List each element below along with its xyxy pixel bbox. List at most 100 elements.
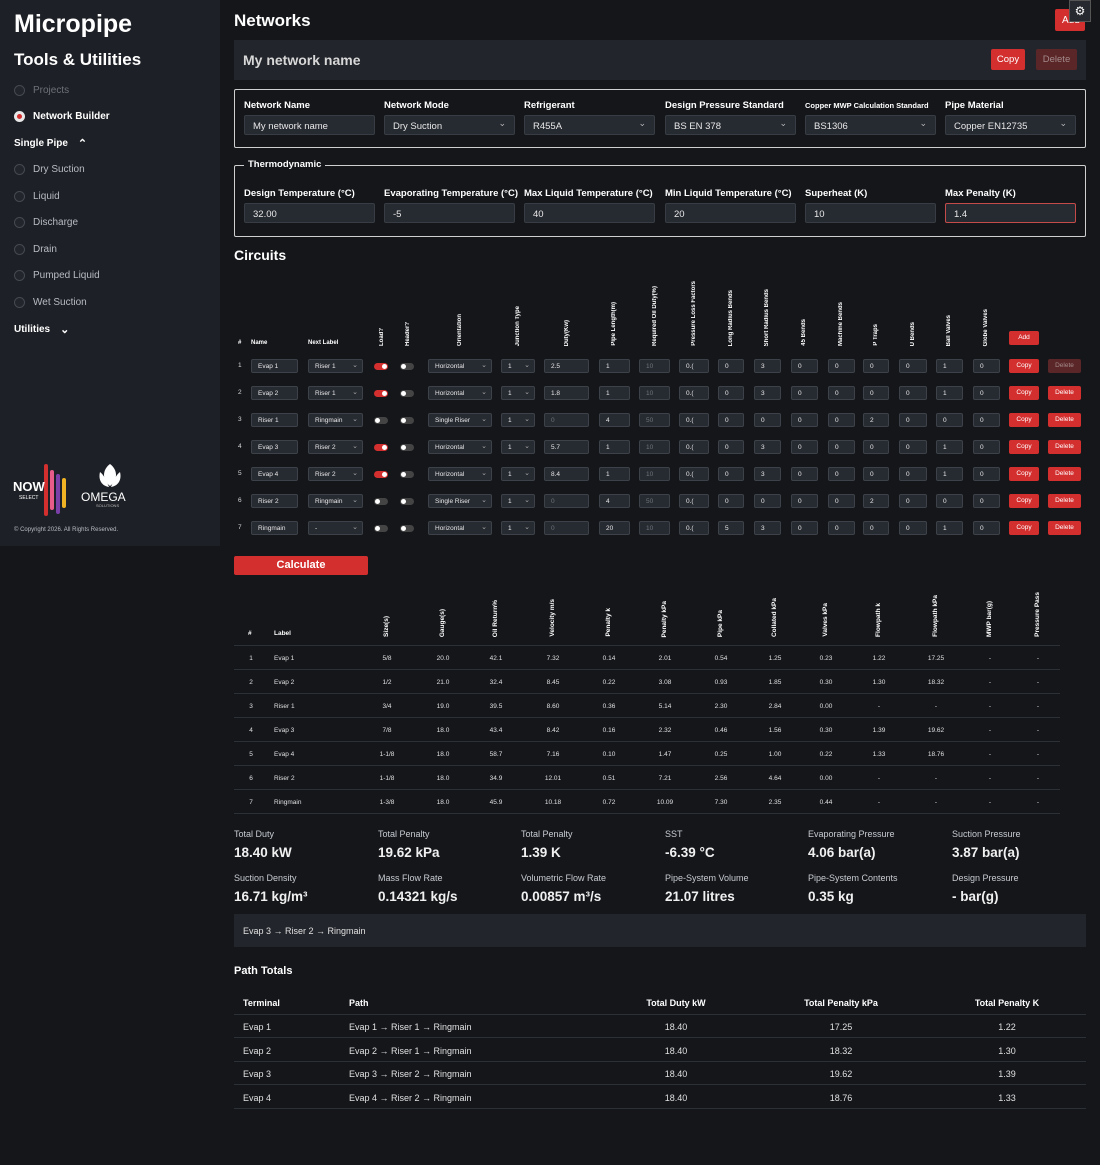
- junction-select[interactable]: 1 ⌄: [501, 467, 535, 481]
- ub-input[interactable]: 0: [899, 413, 927, 427]
- lrb-input[interactable]: 0: [718, 440, 744, 454]
- lrb-input[interactable]: 0: [718, 467, 744, 481]
- delete-circuit-button[interactable]: Delete: [1048, 413, 1081, 427]
- mb-input[interactable]: 0: [828, 359, 855, 373]
- number-input[interactable]: 32.00: [244, 203, 375, 223]
- ub-input[interactable]: 0: [899, 521, 927, 535]
- pt-input[interactable]: 0: [863, 440, 889, 454]
- oil-input[interactable]: 50: [639, 413, 670, 427]
- duty-input[interactable]: 1.8: [544, 386, 589, 400]
- text-input[interactable]: My network name: [244, 115, 375, 135]
- delete-circuit-button[interactable]: Delete: [1048, 494, 1081, 508]
- select-field[interactable]: R455A ⌄: [524, 115, 655, 135]
- calculate-button[interactable]: Calculate: [234, 556, 368, 575]
- srb-input[interactable]: 3: [754, 386, 781, 400]
- utilities-toggle[interactable]: Utilities ⌄: [14, 323, 69, 336]
- pt-input[interactable]: 0: [863, 386, 889, 400]
- sidebar-item-wet-suction[interactable]: Wet Suction: [14, 292, 87, 312]
- pt-input[interactable]: 2: [863, 413, 889, 427]
- next-label-select[interactable]: Riser 2 ⌄: [308, 467, 363, 481]
- plf-input[interactable]: 0.(: [679, 413, 709, 427]
- lrb-input[interactable]: 5: [718, 521, 744, 535]
- duty-input[interactable]: 5.7: [544, 440, 589, 454]
- number-input[interactable]: -5: [384, 203, 515, 223]
- oil-input[interactable]: 10: [639, 440, 670, 454]
- junction-select[interactable]: 1 ⌄: [501, 521, 535, 535]
- circuit-name-input[interactable]: Riser 1: [251, 413, 298, 427]
- junction-select[interactable]: 1 ⌄: [501, 413, 535, 427]
- ub-input[interactable]: 0: [899, 494, 927, 508]
- plf-input[interactable]: 0.(: [679, 440, 709, 454]
- junction-select[interactable]: 1 ⌄: [501, 359, 535, 373]
- circuit-name-input[interactable]: Evap 2: [251, 386, 298, 400]
- next-label-select[interactable]: Riser 1 ⌄: [308, 386, 363, 400]
- srb-input[interactable]: 3: [754, 521, 781, 535]
- copy-circuit-button[interactable]: Copy: [1009, 467, 1039, 481]
- mb-input[interactable]: 0: [828, 494, 855, 508]
- delete-circuit-button[interactable]: Delete: [1048, 359, 1081, 373]
- ub-input[interactable]: 0: [899, 386, 927, 400]
- b45-input[interactable]: 0: [791, 494, 818, 508]
- sidebar-item-dry-suction[interactable]: Dry Suction: [14, 159, 85, 179]
- copy-circuit-button[interactable]: Copy: [1009, 386, 1039, 400]
- bv-input[interactable]: 1: [936, 386, 963, 400]
- header-toggle[interactable]: [400, 471, 414, 478]
- load-toggle[interactable]: [374, 390, 388, 397]
- junction-select[interactable]: 1 ⌄: [501, 386, 535, 400]
- oil-input[interactable]: 10: [639, 359, 670, 373]
- mb-input[interactable]: 0: [828, 521, 855, 535]
- srb-input[interactable]: 3: [754, 359, 781, 373]
- oil-input[interactable]: 10: [639, 467, 670, 481]
- load-toggle[interactable]: [374, 471, 388, 478]
- lrb-input[interactable]: 0: [718, 413, 744, 427]
- mb-input[interactable]: 0: [828, 467, 855, 481]
- lrb-input[interactable]: 0: [718, 386, 744, 400]
- next-label-select[interactable]: Ringmain ⌄: [308, 413, 363, 427]
- select-field[interactable]: Copper EN12735 ⌄: [945, 115, 1076, 135]
- load-toggle[interactable]: [374, 525, 388, 532]
- junction-select[interactable]: 1 ⌄: [501, 440, 535, 454]
- pt-input[interactable]: 0: [863, 467, 889, 481]
- delete-circuit-button[interactable]: Delete: [1048, 521, 1081, 535]
- mb-input[interactable]: 0: [828, 440, 855, 454]
- circuit-name-input[interactable]: Riser 2: [251, 494, 298, 508]
- sidebar-item-discharge[interactable]: Discharge: [14, 212, 78, 232]
- b45-input[interactable]: 0: [791, 386, 818, 400]
- delete-circuit-button[interactable]: Delete: [1048, 386, 1081, 400]
- duty-input[interactable]: 0: [544, 521, 589, 535]
- header-toggle[interactable]: [400, 390, 414, 397]
- b45-input[interactable]: 0: [791, 440, 818, 454]
- b45-input[interactable]: 0: [791, 521, 818, 535]
- gv-input[interactable]: 0: [973, 386, 1000, 400]
- delete-circuit-button[interactable]: Delete: [1048, 467, 1081, 481]
- plf-input[interactable]: 0.(: [679, 386, 709, 400]
- orientation-select[interactable]: Horizontal ⌄: [428, 467, 492, 481]
- select-field[interactable]: Dry Suction ⌄: [384, 115, 515, 135]
- ub-input[interactable]: 0: [899, 359, 927, 373]
- orientation-select[interactable]: Horizontal ⌄: [428, 521, 492, 535]
- length-input[interactable]: 1: [599, 467, 630, 481]
- plf-input[interactable]: 0.(: [679, 359, 709, 373]
- sidebar-item-pumped-liquid[interactable]: Pumped Liquid: [14, 265, 100, 285]
- length-input[interactable]: 1: [599, 440, 630, 454]
- next-label-select[interactable]: - ⌄: [308, 521, 363, 535]
- ub-input[interactable]: 0: [899, 440, 927, 454]
- ub-input[interactable]: 0: [899, 467, 927, 481]
- bv-input[interactable]: 0: [936, 413, 963, 427]
- length-input[interactable]: 4: [599, 413, 630, 427]
- copy-circuit-button[interactable]: Copy: [1009, 359, 1039, 373]
- mb-input[interactable]: 0: [828, 413, 855, 427]
- load-toggle[interactable]: [374, 444, 388, 451]
- plf-input[interactable]: 0.(: [679, 467, 709, 481]
- b45-input[interactable]: 0: [791, 413, 818, 427]
- number-input[interactable]: 20: [665, 203, 796, 223]
- select-field[interactable]: BS EN 378 ⌄: [665, 115, 796, 135]
- orientation-select[interactable]: Single Riser ⌄: [428, 494, 492, 508]
- header-toggle[interactable]: [400, 444, 414, 451]
- delete-circuit-button[interactable]: Delete: [1048, 440, 1081, 454]
- load-toggle[interactable]: [374, 363, 388, 370]
- copy-circuit-button[interactable]: Copy: [1009, 521, 1039, 535]
- gv-input[interactable]: 0: [973, 440, 1000, 454]
- junction-select[interactable]: 1 ⌄: [501, 494, 535, 508]
- next-label-select[interactable]: Riser 2 ⌄: [308, 440, 363, 454]
